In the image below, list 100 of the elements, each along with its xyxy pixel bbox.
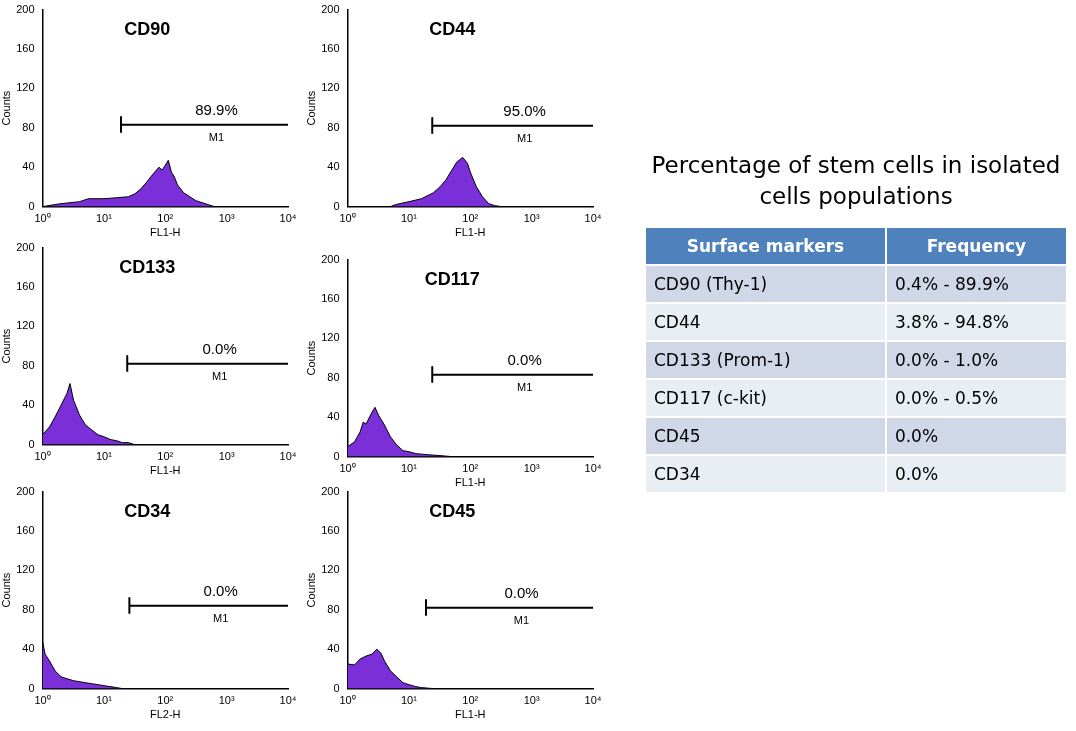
annotation: 0.0% (504, 583, 539, 601)
annotation: 89.9% (195, 100, 238, 118)
text: Frequency (886, 228, 1066, 264)
y-axis-title: Counts (304, 572, 317, 608)
y-tick-label: 200 (16, 2, 35, 15)
annotation: 95.0% (503, 101, 546, 119)
y-axis-title: Counts (304, 340, 317, 376)
text: CD133 (119, 256, 176, 277)
y-tick-label: 120 (16, 563, 35, 576)
x-tick-label: 10¹ (400, 462, 418, 475)
text: CD133 (Prom-1) (646, 342, 885, 378)
annotation: 0.0% (202, 339, 237, 357)
x-tick-label: 10² (462, 462, 479, 475)
x-axis-title: FL1-H (150, 464, 181, 477)
y-tick-label: 200 (16, 240, 35, 253)
text: 0.0% - 0.5% (886, 380, 1066, 416)
x-tick-label: 10³ (523, 694, 540, 707)
y-tick-label: 120 (16, 81, 35, 94)
text: CD117 (c-kit) (646, 380, 885, 416)
y-tick-label: 200 (321, 484, 340, 497)
x-axis-title: FL1-H (455, 226, 486, 239)
x-tick-label: 10⁰ (34, 212, 51, 225)
y-tick-label: 40 (327, 410, 340, 423)
text: CD44 (646, 304, 885, 340)
text: Percentage of stem cells in isolated cells populations (650, 151, 1062, 211)
x-tick-label: 10² (157, 212, 174, 225)
y-tick-label: 80 (22, 602, 35, 615)
annotation: 0.0% (203, 582, 238, 599)
y-tick-label: 120 (321, 331, 340, 344)
y-tick-label: 200 (16, 484, 35, 497)
text: Surface markers (646, 228, 885, 264)
annotation: M1 (211, 369, 228, 382)
x-tick-label: 10⁴ (584, 462, 602, 475)
y-axis-title: Counts (0, 572, 12, 608)
text: CD45 (429, 500, 476, 521)
y-tick-label: 0 (333, 681, 340, 694)
x-tick-label: 10⁴ (279, 450, 297, 463)
text: 0.0% (886, 418, 1066, 454)
y-tick-label: 120 (321, 563, 340, 576)
text: CD90 (Thy-1) (646, 266, 885, 302)
x-tick-label: 10⁴ (279, 694, 297, 707)
y-tick-label: 160 (16, 280, 35, 293)
x-tick-label: 10² (462, 212, 479, 225)
x-tick-label: 10⁴ (584, 212, 602, 225)
y-tick-label: 200 (321, 252, 340, 265)
text: CD45 (646, 418, 885, 454)
text: 0.0% - 1.0% (886, 342, 1066, 378)
x-tick-label: 10⁰ (34, 450, 51, 463)
y-tick-label: 160 (321, 42, 340, 55)
y-tick-label: 40 (327, 160, 340, 173)
y-axis-title: Counts (304, 90, 317, 126)
x-tick-label: 10³ (218, 694, 235, 707)
x-axis-title: FL1-H (455, 708, 486, 721)
x-tick-label: 10³ (218, 450, 235, 463)
text: CD44 (429, 18, 476, 39)
x-tick-label: 10³ (523, 212, 540, 225)
y-tick-label: 160 (321, 292, 340, 305)
y-tick-label: 0 (28, 681, 35, 694)
x-tick-label: 10⁴ (279, 212, 297, 225)
y-tick-label: 40 (327, 642, 340, 655)
y-tick-label: 80 (327, 602, 340, 615)
y-tick-label: 0 (28, 437, 35, 450)
y-tick-label: 40 (22, 398, 35, 411)
x-tick-label: 10² (157, 450, 174, 463)
y-tick-label: 40 (22, 160, 35, 173)
x-tick-label: 10³ (218, 212, 235, 225)
y-tick-label: 160 (321, 524, 340, 537)
x-tick-label: 10⁰ (339, 212, 356, 225)
y-tick-label: 0 (333, 199, 340, 212)
y-tick-label: 160 (16, 524, 35, 537)
x-tick-label: 10³ (523, 462, 540, 475)
y-tick-label: 80 (327, 370, 340, 383)
y-tick-label: 80 (22, 358, 35, 371)
annotation: M1 (516, 131, 533, 144)
x-tick-label: 10² (157, 694, 174, 707)
x-tick-label: 10¹ (95, 212, 113, 225)
annotation: M1 (516, 380, 533, 393)
y-tick-label: 120 (321, 81, 340, 94)
x-tick-label: 10¹ (400, 694, 418, 707)
x-axis-title: FL1-H (150, 226, 181, 239)
y-tick-label: 0 (28, 199, 35, 212)
y-axis-title: Counts (0, 328, 12, 364)
y-tick-label: 160 (16, 42, 35, 55)
text: CD90 (124, 18, 171, 39)
x-tick-label: 10⁰ (339, 462, 356, 475)
x-tick-label: 10² (462, 694, 479, 707)
x-tick-label: 10¹ (400, 212, 418, 225)
annotation: M1 (208, 130, 225, 143)
x-tick-label: 10¹ (95, 694, 113, 707)
y-axis-title: Counts (0, 90, 12, 126)
text: CD34 (646, 456, 885, 492)
text: 0.4% - 89.9% (886, 266, 1066, 302)
y-tick-label: 120 (16, 319, 35, 332)
y-tick-label: 80 (22, 120, 35, 133)
y-tick-label: 40 (22, 642, 35, 655)
text: CD34 (124, 500, 171, 521)
annotation: M1 (213, 611, 229, 624)
x-axis-title: FL2-H (150, 708, 181, 721)
text: 0.0% (886, 456, 1066, 492)
y-tick-label: 80 (327, 120, 340, 133)
